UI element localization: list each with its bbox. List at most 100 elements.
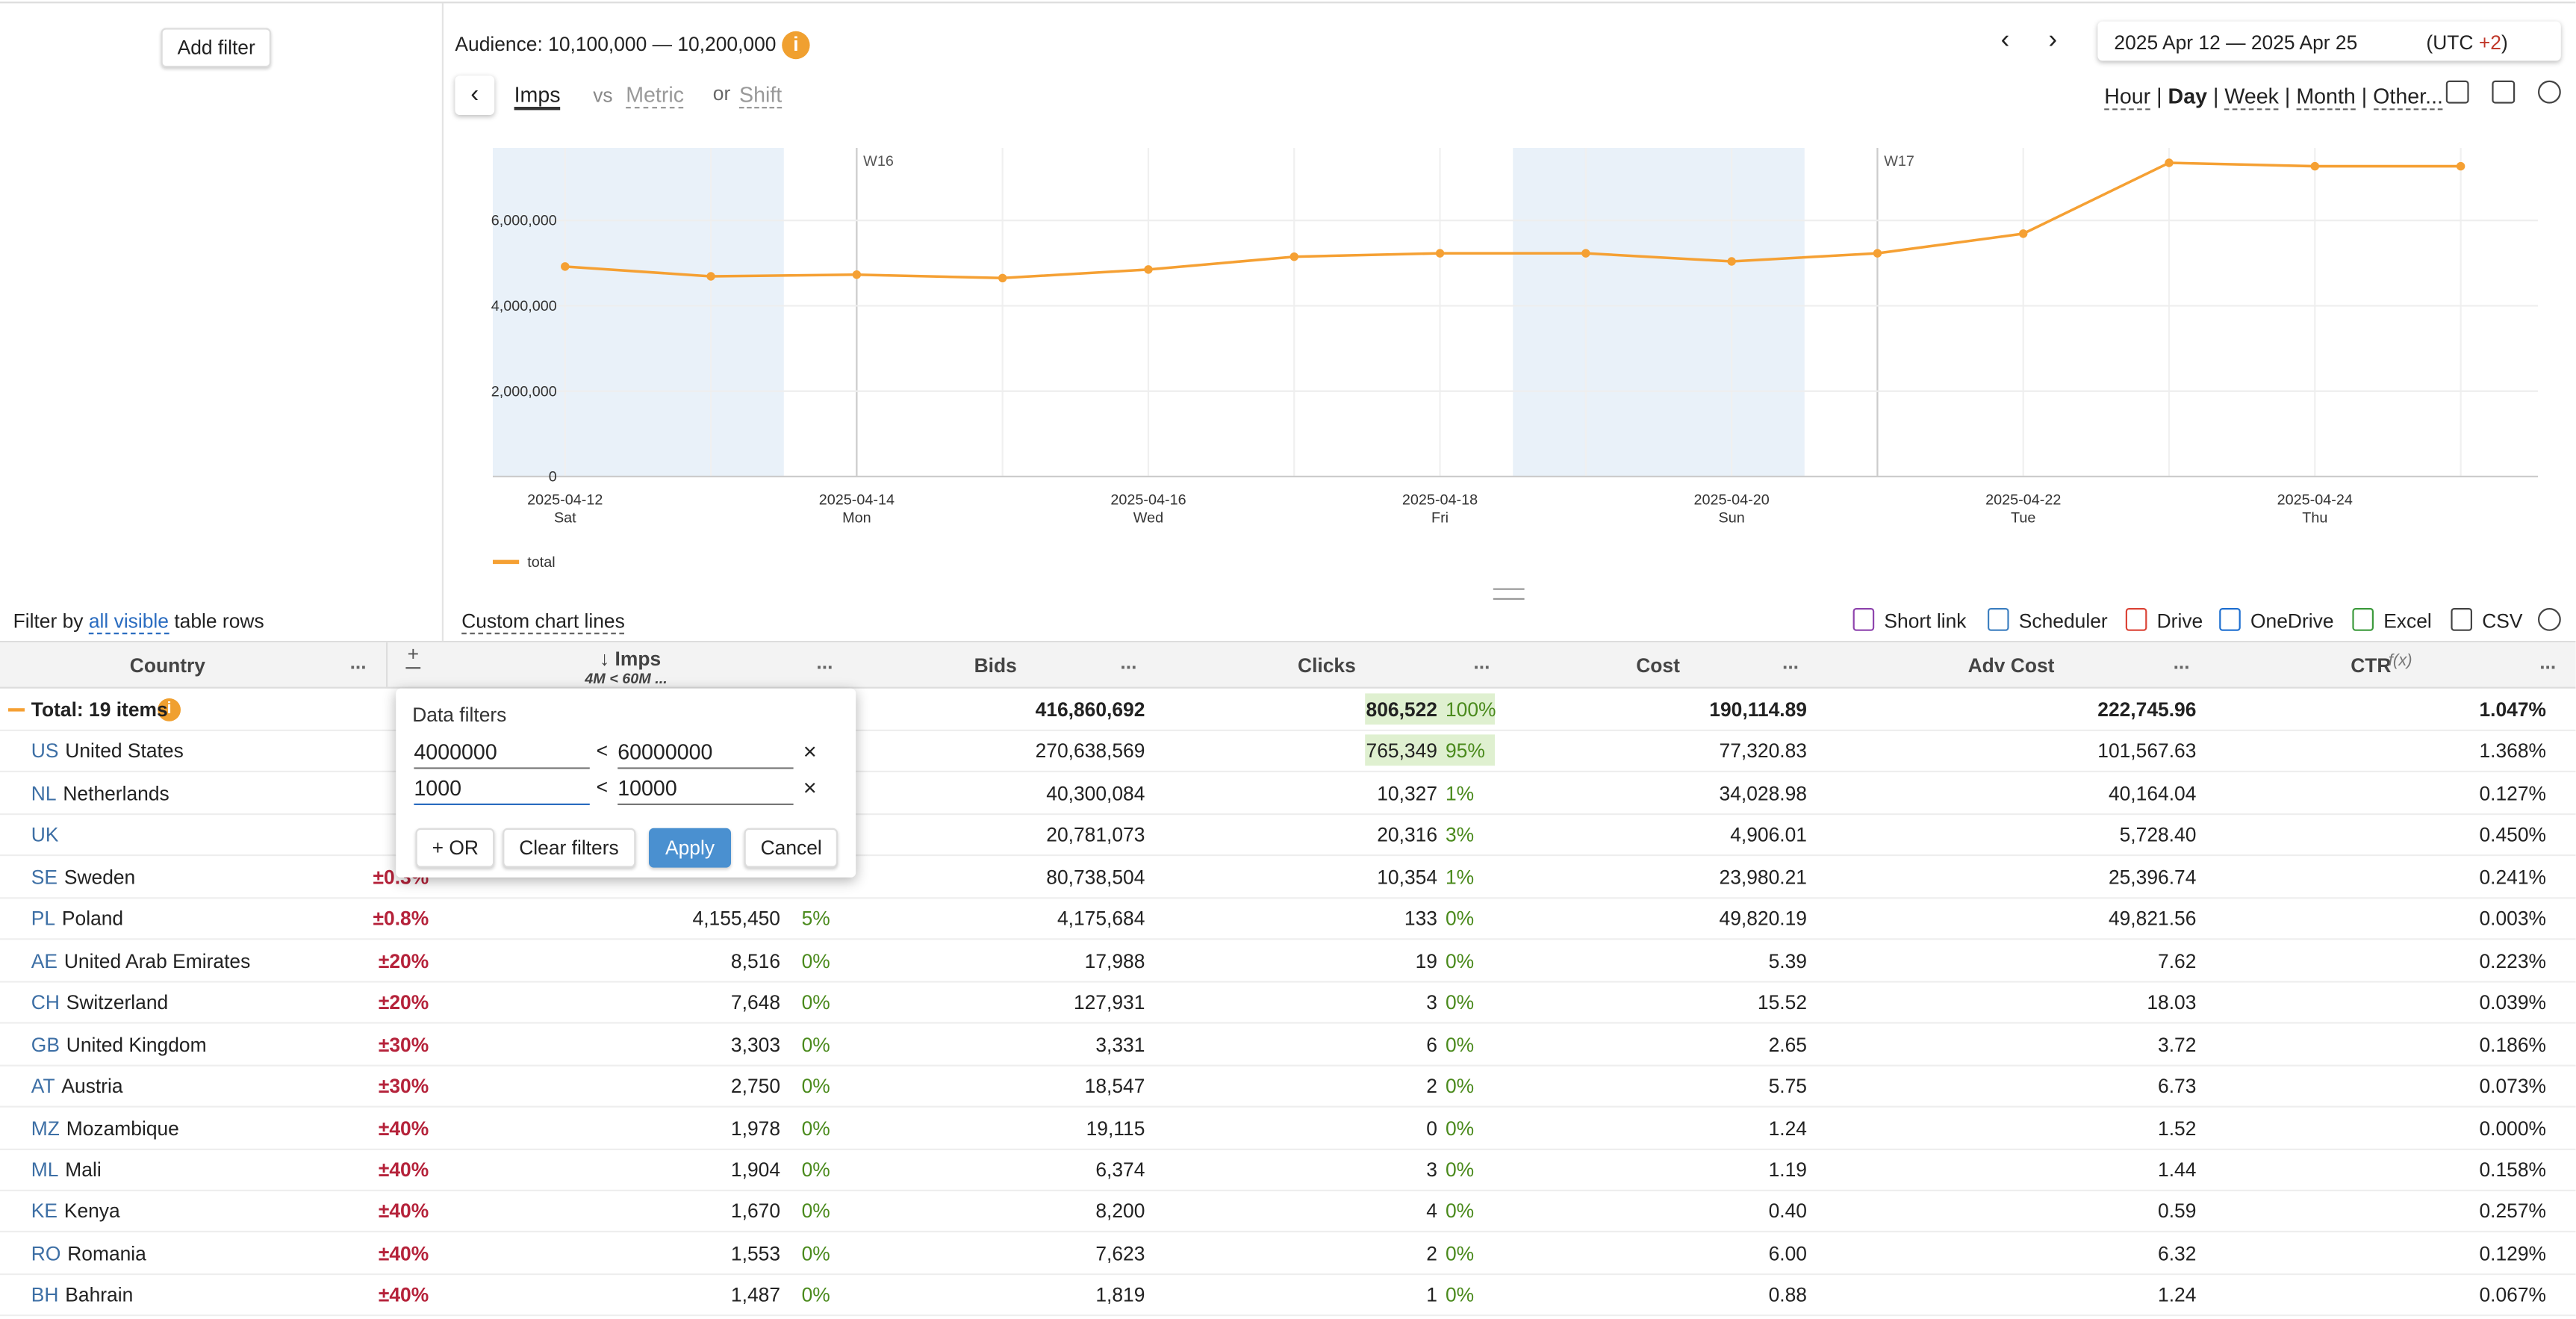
table-settings-icon[interactable]	[2538, 608, 2561, 631]
action-icon[interactable]	[2451, 608, 2472, 631]
filter-remove[interactable]: ×	[803, 774, 817, 801]
header-clicks[interactable]: Clicks	[1298, 654, 1356, 677]
granularity-option[interactable]: Week	[2224, 84, 2279, 111]
country-name: Total: 19 items	[31, 698, 168, 721]
header-filter-icon[interactable]	[405, 667, 421, 682]
country-name: Mali	[65, 1158, 102, 1182]
cell-imps: 1,553	[730, 1241, 780, 1265]
row-country: RO Romania	[31, 1242, 146, 1265]
prev-button[interactable]: ‹	[2000, 26, 2010, 55]
header-more[interactable]: ...	[816, 651, 833, 674]
cell-cost: 23,980.21	[1719, 865, 1807, 889]
cell-clicks: 1	[1426, 1283, 1437, 1307]
open-icon[interactable]	[2445, 80, 2469, 104]
country-code: SE	[31, 865, 58, 889]
header-more[interactable]: ...	[2539, 651, 2557, 674]
header-add[interactable]: +	[407, 642, 420, 665]
action-label[interactable]: Short link	[1884, 609, 1967, 633]
header-imps[interactable]: ↓ Imps	[600, 647, 662, 671]
chart-lines-select[interactable]: Custom chart lines	[461, 609, 625, 635]
country-name: United Arab Emirates	[63, 949, 251, 972]
action-icon[interactable]	[1988, 608, 2009, 631]
cell-cost: 6.00	[1768, 1241, 1807, 1265]
granularity-option[interactable]: Hour	[2104, 84, 2150, 111]
header-more[interactable]: ...	[2173, 651, 2190, 674]
country-name: Austria	[61, 1074, 123, 1098]
header-cost[interactable]: Cost	[1636, 654, 1680, 677]
cell-clicks: 2	[1426, 1074, 1437, 1098]
header-ctr[interactable]: CTR	[2351, 654, 2392, 677]
cell-clicks: 0	[1426, 1116, 1437, 1140]
settings-icon[interactable]	[2538, 80, 2561, 104]
header-country[interactable]: Country	[129, 654, 205, 677]
x-tick-weekday: Mon	[842, 510, 871, 527]
metric-select[interactable]: Imps	[514, 82, 561, 111]
filter-remove[interactable]: ×	[803, 737, 817, 764]
header-sep	[386, 642, 388, 687]
sidebar-divider	[441, 3, 444, 641]
next-button[interactable]: ›	[2048, 26, 2058, 55]
action-icon[interactable]	[2219, 608, 2241, 631]
cell-cost: 49,820.19	[1719, 907, 1807, 931]
cell-bids: 4,175,684	[1057, 907, 1145, 931]
row-accuracy: ±20%	[378, 990, 429, 1014]
download-icon[interactable]	[2492, 80, 2516, 104]
granularity-option[interactable]: Day	[2168, 84, 2208, 109]
popup-button-apply[interactable]: Apply	[649, 828, 732, 868]
shift-select[interactable]: Shift	[739, 82, 783, 109]
add-filter-button[interactable]: Add filter	[161, 28, 272, 68]
action-label[interactable]: OneDrive	[2250, 609, 2334, 633]
header-more[interactable]: ...	[1473, 651, 1490, 674]
clicks-highlight	[1365, 735, 1495, 767]
header-more[interactable]: ...	[1120, 651, 1137, 674]
cell-bids: 1,819	[1095, 1283, 1145, 1307]
action-icon[interactable]	[2352, 608, 2374, 631]
row-accuracy: ±0.8%	[373, 907, 429, 931]
action-label[interactable]: CSV	[2482, 609, 2523, 633]
country-code: KE	[31, 1199, 58, 1223]
data-point	[706, 272, 715, 281]
filter-max-input[interactable]: 60000000	[617, 739, 794, 769]
filter-min-input[interactable]: 1000	[414, 775, 590, 805]
cell-adv_cost: 0.59	[2158, 1199, 2197, 1223]
header-more[interactable]: ...	[1782, 651, 1799, 674]
cell-bids: 18,547	[1084, 1074, 1145, 1098]
action-label[interactable]: Scheduler	[2018, 609, 2108, 633]
or-label: or	[712, 82, 731, 105]
action-icon[interactable]	[1852, 608, 1875, 631]
action-icon[interactable]	[2125, 608, 2147, 631]
cell-cost: 1.24	[1768, 1116, 1807, 1140]
cell-cost: 77,320.83	[1719, 739, 1807, 763]
header-bids[interactable]: Bids	[974, 654, 1017, 677]
filter-max-input[interactable]: 10000	[617, 775, 794, 805]
granularity-option[interactable]: Other...	[2373, 84, 2443, 111]
header-more[interactable]: ...	[349, 651, 367, 674]
cell-imps: 4,155,450	[692, 907, 780, 931]
date-range-picker[interactable]: 2025 Apr 12 — 2025 Apr 25 (UTC +2)	[2097, 22, 2560, 61]
back-button[interactable]: ‹	[455, 75, 494, 115]
x-tick-label: 2025-04-12	[527, 491, 603, 508]
clicks-highlight	[1365, 693, 1495, 725]
row-accuracy: ±40%	[378, 1158, 429, 1182]
action-label[interactable]: Drive	[2156, 609, 2203, 633]
granularity-option[interactable]: Month	[2296, 84, 2356, 111]
country-code: US	[31, 739, 59, 763]
cell-clicks: 133	[1404, 907, 1437, 931]
compare-select[interactable]: Metric	[626, 82, 685, 109]
popup-button-cancel[interactable]: Cancel	[744, 828, 839, 868]
data-point	[2456, 161, 2465, 171]
popup-button-clear[interactable]: Clear filters	[503, 828, 635, 868]
filter-min-input[interactable]: 4000000	[414, 739, 590, 769]
popup-button-or[interactable]: + OR	[415, 828, 495, 868]
resize-handle[interactable]	[1493, 588, 1525, 600]
action-label[interactable]: Excel	[2383, 609, 2432, 633]
total-marker	[8, 708, 25, 712]
filter-by-link[interactable]: all visible	[88, 609, 169, 635]
cell-ctr: 0.450%	[2479, 823, 2546, 847]
cell-cost: 0.88	[1768, 1283, 1807, 1307]
row-line	[0, 1147, 2576, 1149]
header-imps-filter: 4M < 60M ...	[585, 670, 668, 687]
x-tick-weekday: Thu	[2302, 510, 2327, 527]
cell-cost: 34,028.98	[1719, 781, 1807, 805]
header-adv_cost[interactable]: Adv Cost	[1967, 654, 2055, 677]
